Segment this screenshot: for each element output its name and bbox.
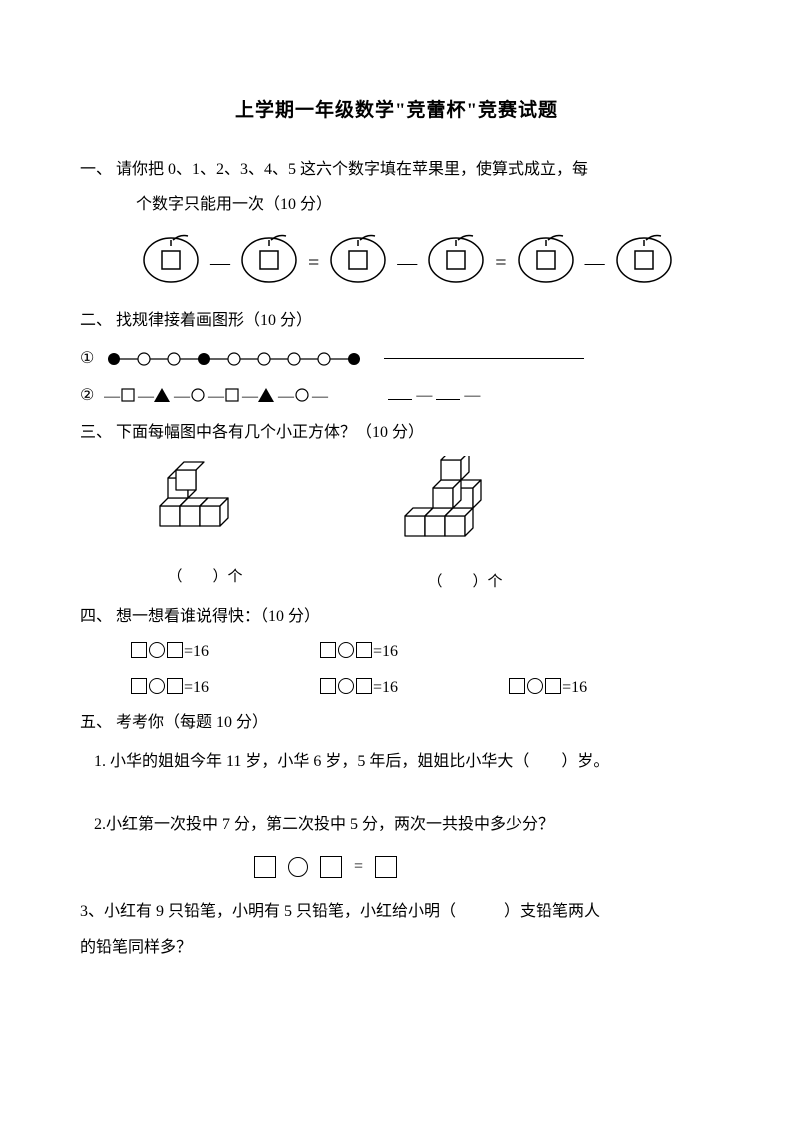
q5-header: 五、 考考你（每题 10 分）: [80, 705, 713, 740]
minus-icon: —: [397, 241, 417, 285]
q4-eq: =16: [373, 679, 398, 696]
apple-icon: [327, 228, 389, 297]
pattern2-number: ②: [80, 387, 94, 404]
q4-grid: =16 =16 =16 =16 =16: [80, 634, 713, 704]
page-title: 上学期一年级数学"竞蕾杯"竞赛试题: [80, 90, 713, 132]
answer-box: [254, 856, 276, 878]
q4-item: =16: [319, 670, 398, 705]
svg-text:—: —: [104, 388, 121, 405]
cube-figure-1: （ ）个: [150, 456, 260, 599]
minus-icon: —: [210, 241, 230, 285]
svg-text:—: —: [137, 388, 155, 405]
svg-text:—: —: [277, 388, 295, 405]
svg-text:—: —: [311, 388, 329, 405]
apple-icon: [613, 228, 675, 297]
svg-text:—: —: [241, 388, 259, 405]
q5-p3b: 的铅笔同样多？: [80, 930, 713, 965]
q4-item: =16: [508, 670, 587, 705]
pattern1-number: ①: [80, 350, 94, 367]
q4-item: =16: [130, 670, 209, 705]
equals-icon: =: [495, 241, 506, 285]
q1-line2: 个数字只能用一次（10 分）: [80, 187, 713, 222]
q5-equation: =: [80, 848, 713, 884]
q1-apples-row: — = — =: [80, 228, 713, 297]
q4-row: =16 =16 =16: [130, 670, 713, 705]
minus-icon: —: [585, 241, 605, 285]
q5-p3a: 3、小红有 9 只铅笔，小明有 5 只铅笔，小红给小明（ ）支铅笔两人: [80, 894, 713, 929]
answer-blank: [384, 358, 584, 359]
pattern2-icon: — — — — — — —: [104, 385, 384, 407]
cube-count-label: （ ）个: [150, 561, 260, 594]
answer-blank: [436, 399, 460, 400]
svg-text:—: —: [207, 388, 225, 405]
q4-eq: =16: [373, 643, 398, 660]
q5-p1: 1. 小华的姐姐今年 11 岁，小华 6 岁，5 年后，姐姐比小华大（ ）岁。: [80, 744, 713, 779]
q3-cubes-row: （ ）个: [80, 456, 713, 599]
equals-sign: =: [354, 858, 363, 875]
svg-text:—: —: [173, 388, 191, 405]
cube-figure-2: （ ）个: [400, 456, 530, 599]
apple-icon: [140, 228, 202, 297]
q4-row: =16 =16: [130, 634, 713, 669]
q4-eq: =16: [184, 679, 209, 696]
apple-icon: [515, 228, 577, 297]
q3-header: 三、 下面每幅图中各有几个小正方体？（10 分）: [80, 415, 713, 450]
cubes-icon: [150, 456, 260, 546]
operator-circle: [288, 857, 308, 877]
pattern1-icon: [104, 349, 364, 369]
cubes-icon: [400, 456, 530, 551]
equals-icon: =: [308, 241, 319, 285]
apple-icon: [238, 228, 300, 297]
q2-header: 二、 找规律接着画图形（10 分）: [80, 303, 713, 338]
exam-page: 上学期一年级数学"竞蕾杯"竞赛试题 一、 请你把 0、1、2、3、4、5 这六个…: [0, 0, 793, 1122]
q5-p2: 2.小红第一次投中 7 分，第二次投中 5 分，两次一共投中多少分？: [80, 807, 713, 842]
answer-box: [375, 856, 397, 878]
q4-eq: =16: [562, 679, 587, 696]
q4-item: =16: [130, 634, 209, 669]
q2-pattern1: ①: [80, 341, 713, 376]
apple-icon: [425, 228, 487, 297]
q4-item: =16: [319, 634, 398, 669]
q1-line1: 一、 请你把 0、1、2、3、4、5 这六个数字填在苹果里，使算式成立，每: [80, 152, 713, 187]
q2-pattern2: ② — — — — — — — — —: [80, 378, 713, 413]
answer-box: [320, 856, 342, 878]
cube-count-label: （ ）个: [400, 566, 530, 599]
q4-eq: =16: [184, 643, 209, 660]
answer-blank: [388, 399, 412, 400]
q4-header: 四、 想一想看谁说得快：（10 分）: [80, 599, 713, 634]
